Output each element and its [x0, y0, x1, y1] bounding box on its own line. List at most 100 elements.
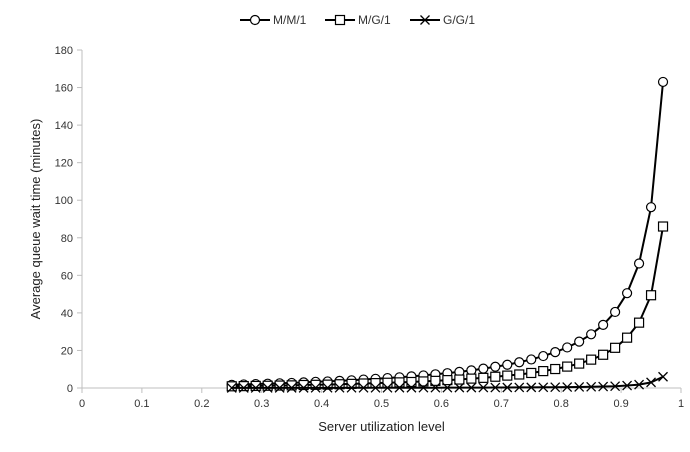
data-point-m-m-1 [514, 357, 525, 368]
data-point-g-g-1 [382, 382, 393, 393]
legend-item-m-m-1: M/M/1 [240, 13, 307, 27]
data-point-g-g-1 [634, 379, 645, 390]
data-point-g-g-1 [598, 381, 609, 392]
legend-label-m-m-1: M/M/1 [273, 13, 307, 27]
data-point-m-g-1 [358, 378, 369, 389]
data-point-m-m-1 [645, 202, 657, 213]
legend-marker-m-m-1 [249, 14, 261, 26]
data-point-g-g-1 [646, 377, 657, 388]
x-tick-label: 0.6 [434, 398, 449, 410]
legend-label-g-g-1: G/G/1 [443, 13, 475, 27]
data-point-g-g-1 [478, 382, 489, 393]
x-tick-label: 0.5 [374, 398, 389, 410]
x-tick-label: 0.7 [494, 398, 509, 410]
x-tick-label: 0 [79, 398, 85, 410]
data-point-m-m-1 [538, 350, 549, 362]
data-point-g-g-1 [274, 382, 285, 393]
data-point-m-g-1 [238, 381, 249, 392]
data-point-m-m-1 [598, 319, 609, 331]
x-tick-label: 1 [678, 398, 684, 410]
y-tick-label: 80 [61, 233, 73, 245]
series-line-m-m-1 [231, 81, 665, 386]
data-point-g-g-1 [250, 382, 261, 393]
x-axis-ticks: 0 0.1 0.2 0.3 0.4 0.5 0.6 0.7 0.8 0.9 1 [79, 388, 684, 410]
legend-marker-g-g-1 [420, 15, 430, 25]
data-point-m-m-1 [466, 365, 477, 376]
data-point-m-g-1 [610, 342, 621, 353]
data-point-g-g-1 [538, 382, 549, 393]
series-line-m-g-1 [231, 226, 665, 388]
data-point-m-m-1 [621, 288, 633, 299]
data-point-g-g-1 [226, 382, 237, 393]
data-point-g-g-1 [502, 382, 513, 393]
data-point-g-g-1 [562, 382, 573, 393]
data-point-g-g-1 [394, 382, 405, 393]
data-point-m-g-1 [370, 378, 381, 389]
legend-item-m-g-1: M/G/1 [325, 13, 391, 27]
data-point-g-g-1 [550, 382, 561, 393]
data-point-g-g-1 [442, 382, 453, 393]
data-point-m-g-1 [382, 377, 393, 388]
data-point-g-g-1 [658, 371, 668, 382]
data-point-g-g-1 [514, 382, 525, 393]
y-tick-label: 160 [55, 83, 73, 95]
data-point-g-g-1 [526, 382, 537, 393]
data-point-g-g-1 [286, 382, 297, 393]
data-point-g-g-1 [310, 382, 321, 393]
data-point-g-g-1 [622, 380, 633, 391]
data-point-g-g-1 [406, 382, 417, 393]
series-m-g-1 [226, 221, 669, 392]
data-point-g-g-1 [574, 382, 585, 392]
data-point-g-g-1 [466, 382, 477, 393]
data-point-m-m-1 [574, 336, 585, 347]
data-point-m-g-1 [478, 372, 489, 383]
data-point-g-g-1 [454, 382, 465, 393]
y-tick-label: 180 [55, 45, 73, 57]
data-point-m-m-1 [490, 361, 501, 372]
y-tick-label: 140 [55, 120, 73, 132]
data-point-m-g-1 [645, 290, 657, 301]
data-point-m-m-1 [586, 329, 597, 340]
data-point-g-g-1 [358, 382, 369, 393]
data-point-g-g-1 [370, 382, 381, 393]
data-point-g-g-1 [610, 381, 621, 392]
data-point-m-g-1 [490, 371, 501, 382]
y-tick-label: 40 [61, 308, 73, 320]
y-axis-title: Average queue wait time (minutes) [28, 119, 43, 320]
data-point-m-g-1 [310, 379, 321, 390]
data-point-g-g-1 [490, 382, 501, 393]
data-point-m-m-1 [633, 258, 645, 269]
data-point-m-g-1 [322, 379, 333, 390]
data-point-m-g-1 [586, 354, 597, 365]
x-tick-label: 0.2 [194, 398, 209, 410]
data-point-m-m-1 [502, 359, 513, 370]
legend-label-m-g-1: M/G/1 [358, 13, 391, 27]
data-point-g-g-1 [322, 382, 333, 393]
data-point-m-m-1 [526, 354, 537, 365]
data-point-g-g-1 [586, 381, 597, 392]
data-point-m-g-1 [598, 349, 609, 360]
y-tick-label: 100 [55, 195, 73, 207]
x-tick-label: 0.3 [254, 398, 269, 410]
data-point-m-g-1 [550, 363, 561, 375]
y-tick-label: 60 [61, 270, 73, 282]
data-point-m-g-1 [286, 380, 297, 391]
data-point-m-m-1 [550, 347, 561, 358]
legend: M/M/1 M/G/1 G/G/1 [240, 13, 475, 27]
data-point-m-g-1 [514, 369, 525, 380]
data-point-m-g-1 [418, 376, 429, 387]
data-point-m-g-1 [226, 381, 237, 392]
data-point-m-m-1 [610, 306, 621, 318]
data-point-g-g-1 [238, 382, 249, 393]
data-point-m-g-1 [621, 332, 633, 343]
data-point-m-g-1 [250, 380, 261, 392]
series-g-g-1 [226, 371, 668, 393]
data-point-m-m-1 [478, 363, 489, 374]
y-tick-label: 0 [67, 383, 73, 395]
series-m-m-1 [226, 76, 669, 390]
data-point-m-g-1 [454, 374, 465, 385]
data-point-m-g-1 [526, 367, 537, 379]
y-axis-ticks: 0 20 40 60 80 100 120 140 160 180 [55, 45, 82, 395]
